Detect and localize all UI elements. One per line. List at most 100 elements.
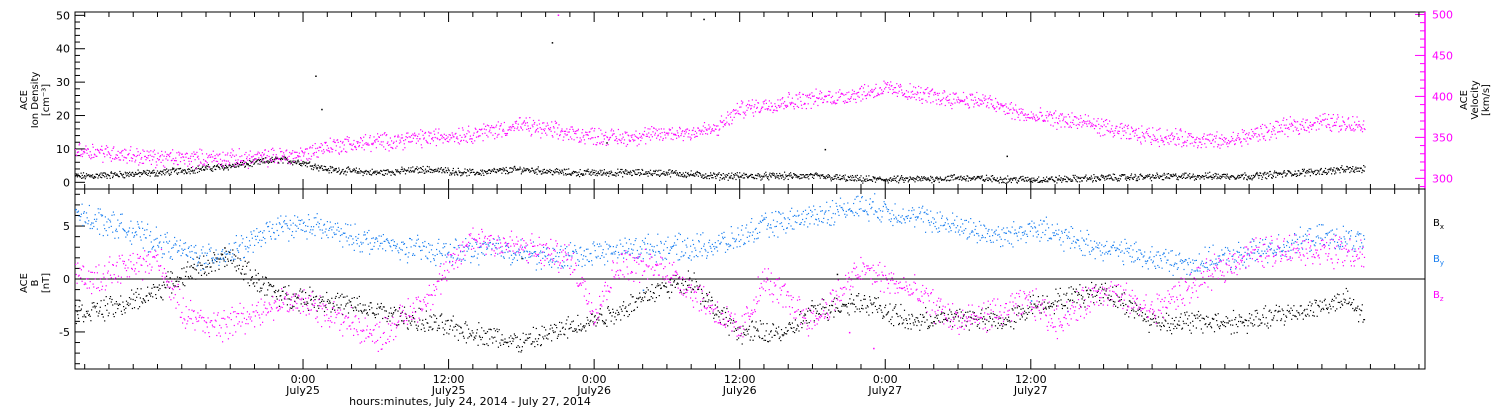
- data-point: [471, 171, 473, 173]
- data-point: [220, 253, 222, 255]
- data-point: [1220, 178, 1222, 180]
- data-point: [400, 312, 402, 314]
- data-point: [870, 90, 872, 92]
- data-point: [883, 180, 885, 182]
- data-point: [1228, 177, 1230, 179]
- data-point: [1314, 171, 1316, 173]
- data-point: [78, 175, 80, 177]
- data-point: [408, 141, 410, 143]
- data-point: [545, 171, 547, 173]
- data-point: [1315, 117, 1317, 119]
- data-point: [745, 173, 747, 175]
- data-point: [1177, 136, 1179, 139]
- data-point: [90, 320, 92, 322]
- data-point: [1190, 136, 1193, 138]
- data-point: [1198, 175, 1200, 177]
- data-point: [454, 133, 456, 135]
- data-point: [728, 123, 730, 125]
- data-point: [499, 169, 501, 171]
- data-point: [109, 157, 111, 159]
- data-point: [266, 160, 268, 162]
- data-point: [1030, 117, 1032, 119]
- data-point: [261, 160, 263, 162]
- data-point: [470, 169, 472, 172]
- data-point: [141, 173, 143, 175]
- data-point: [946, 179, 948, 181]
- data-point: [332, 148, 334, 150]
- data-point: [362, 174, 364, 177]
- data-point: [429, 132, 431, 134]
- data-point: [232, 163, 234, 165]
- data-point: [532, 126, 534, 128]
- data-point: [1341, 116, 1344, 118]
- data-point: [824, 176, 826, 178]
- data-point: [508, 126, 510, 128]
- data-point: [373, 136, 375, 138]
- data-point: [1044, 120, 1046, 122]
- data-point: [364, 134, 367, 136]
- data-point: [315, 295, 318, 297]
- data-point: [1073, 177, 1076, 179]
- data-point: [810, 107, 812, 109]
- data-point: [804, 177, 806, 179]
- data-point: [874, 87, 877, 89]
- data-point: [1170, 174, 1173, 176]
- data-point: [725, 117, 727, 119]
- data-point: [569, 173, 571, 175]
- data-point: [1285, 175, 1287, 177]
- data-point: [878, 178, 880, 180]
- data-point: [1237, 135, 1239, 137]
- data-point: [1252, 136, 1254, 138]
- data-point: [341, 170, 343, 173]
- data-point: [453, 136, 455, 138]
- data-point: [360, 170, 362, 172]
- data-point: [634, 172, 636, 174]
- data-point: [304, 303, 306, 305]
- data-point: [1247, 134, 1250, 136]
- data-point: [267, 150, 270, 152]
- data-point: [531, 167, 533, 169]
- data-point: [623, 172, 625, 174]
- data-point: [522, 129, 524, 131]
- data-point: [1039, 107, 1042, 109]
- data-point: [674, 133, 676, 136]
- data-point: [372, 172, 374, 175]
- data-point: [430, 132, 432, 134]
- data-point: [1218, 177, 1220, 179]
- data-point: [888, 87, 890, 89]
- data-point: [1239, 138, 1241, 140]
- data-point: [399, 139, 401, 141]
- data-point: [209, 154, 211, 156]
- data-point: [146, 169, 148, 171]
- data-point: [801, 107, 803, 109]
- data-point: [477, 171, 479, 173]
- data-point: [449, 325, 451, 327]
- data-point: [162, 159, 164, 161]
- data-point: [774, 175, 776, 177]
- data-point: [387, 141, 389, 143]
- data-point: [733, 174, 735, 176]
- data-point: [375, 173, 377, 176]
- data-point: [1112, 173, 1114, 175]
- data-point: [1070, 180, 1072, 182]
- data-point: [1326, 126, 1328, 128]
- data-point: [346, 295, 348, 297]
- data-point: [1289, 171, 1291, 173]
- data-point: [1354, 171, 1356, 173]
- data-point: [1111, 125, 1113, 127]
- data-point: [930, 175, 932, 177]
- data-point: [495, 126, 497, 128]
- data-point: [204, 169, 206, 171]
- data-point: [426, 141, 428, 143]
- data-point: [498, 168, 501, 170]
- data-point: [476, 131, 478, 133]
- data-point: [620, 172, 622, 174]
- data-point: [318, 150, 320, 152]
- data-point: [100, 149, 102, 151]
- data-point: [240, 273, 243, 275]
- data-point: [136, 296, 138, 298]
- data-point: [311, 147, 313, 149]
- data-point: [961, 100, 963, 102]
- data-point: [1288, 170, 1290, 172]
- data-point: [1042, 120, 1045, 122]
